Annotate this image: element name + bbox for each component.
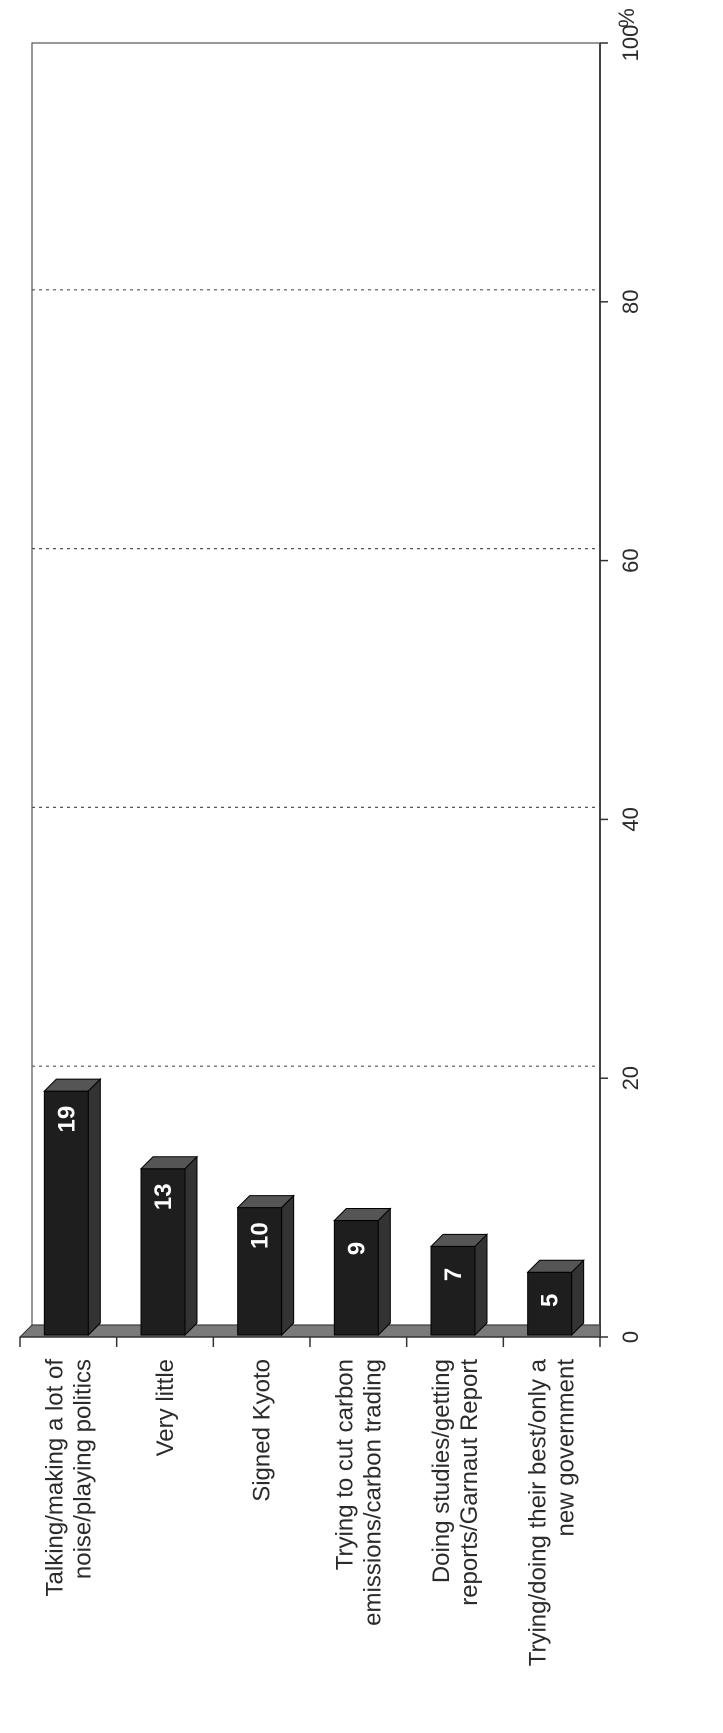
bar-side <box>377 1207 391 1337</box>
back-wall <box>31 42 601 1326</box>
plot-frame <box>31 42 601 1337</box>
category-axis: Talking/making a lot of noise/playing pol… <box>19 1337 601 1666</box>
category-label: emissions/carbon trading <box>359 1359 386 1626</box>
bar-front <box>43 1090 89 1336</box>
bar-front <box>527 1271 573 1336</box>
value-tick-label: 40 <box>618 807 643 831</box>
bar-front <box>140 1168 186 1336</box>
bar-side <box>281 1194 295 1337</box>
category-label: new government <box>553 1359 580 1537</box>
floor-surface <box>18 1324 601 1338</box>
bar: 10 <box>236 1194 295 1337</box>
bar-value-label: 9 <box>343 1242 370 1255</box>
bar-value-label: 10 <box>247 1222 274 1249</box>
value-tick-label: 60 <box>618 548 643 572</box>
bar: 19 <box>43 1077 102 1337</box>
bar: 7 <box>429 1233 489 1337</box>
bar-side <box>474 1233 488 1337</box>
bar: 13 <box>139 1155 199 1337</box>
value-tick-label: 0 <box>618 1331 643 1343</box>
category-label: Doing studies/getting <box>428 1359 455 1583</box>
gridlines <box>32 289 598 1067</box>
value-tick-label: 100 <box>618 25 643 62</box>
category-label: Very little <box>152 1359 179 1456</box>
bar-side <box>87 1077 101 1337</box>
value-axis: 0 20 40 60 80 100% <box>600 8 643 1343</box>
bar-front <box>333 1220 379 1336</box>
category-label: Signed Kyoto <box>249 1359 276 1502</box>
bar-front <box>237 1207 283 1336</box>
value-tick-label: 20 <box>618 1066 643 1090</box>
bar-side <box>184 1155 198 1337</box>
category-label: Trying to cut carbon <box>331 1359 358 1570</box>
bar-value-label: 5 <box>537 1294 564 1307</box>
bar-side <box>571 1259 585 1337</box>
chart-floor <box>18 1324 601 1338</box>
bar-value-label: 7 <box>440 1268 467 1281</box>
bar-front <box>430 1245 476 1336</box>
bars-group: 19 13 10 9 7 5 <box>43 1077 585 1337</box>
bar: 9 <box>333 1207 392 1337</box>
category-label: noise/playing politics <box>69 1359 96 1579</box>
unit-label: % <box>614 8 639 28</box>
bar-value-label: 13 <box>150 1183 177 1210</box>
category-label: Trying/doing their best/only a <box>525 1358 552 1666</box>
bar: 5 <box>526 1259 585 1337</box>
value-tick-label: 80 <box>618 290 643 314</box>
bar-value-label: 19 <box>53 1106 80 1133</box>
category-label: Talking/making a lot of <box>41 1359 68 1597</box>
category-label: reports/Garnaut Report <box>456 1359 483 1606</box>
